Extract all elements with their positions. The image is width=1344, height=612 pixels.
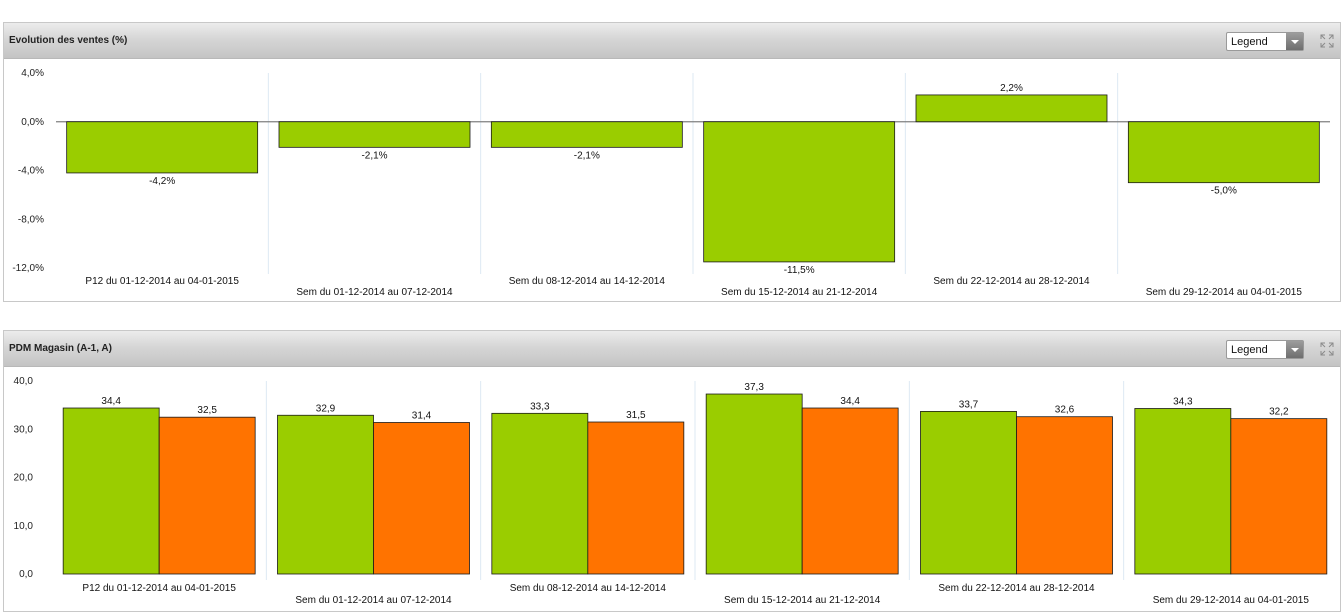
data-label: 34,4 bbox=[840, 396, 860, 407]
data-label: 32,6 bbox=[1055, 405, 1075, 416]
data-label: 32,9 bbox=[316, 403, 336, 414]
data-label: 34,4 bbox=[101, 396, 121, 407]
y-tick-label: 10,0 bbox=[14, 521, 34, 532]
data-label: -2,1% bbox=[361, 150, 387, 161]
x-tick-label: Sem du 01-12-2014 au 07-12-2014 bbox=[296, 287, 453, 298]
bar bbox=[703, 121, 896, 263]
bar bbox=[1016, 416, 1113, 575]
data-label: 33,3 bbox=[530, 401, 550, 412]
expand-icon[interactable] bbox=[1320, 34, 1334, 48]
bar bbox=[490, 121, 683, 148]
data-label: 31,5 bbox=[626, 410, 646, 421]
x-tick-label: Sem du 15-12-2014 au 21-12-2014 bbox=[724, 595, 881, 606]
chevron-down-icon[interactable] bbox=[1286, 341, 1303, 358]
y-tick-label: 40,0 bbox=[14, 376, 34, 387]
bar bbox=[801, 407, 899, 575]
y-tick-label: 0,0% bbox=[21, 117, 44, 128]
bar bbox=[373, 422, 470, 575]
bar bbox=[278, 121, 471, 148]
data-label: 33,7 bbox=[959, 399, 979, 410]
data-label: -2,1% bbox=[574, 150, 600, 161]
data-label: 34,3 bbox=[1173, 397, 1193, 408]
bar bbox=[277, 414, 374, 575]
data-label: -5,0% bbox=[1211, 186, 1237, 197]
bar bbox=[1230, 418, 1328, 575]
chart-panel-sales-evolution: Evolution des ventes (%) Legend 4,0% 0,0%… bbox=[3, 22, 1341, 302]
bar bbox=[62, 407, 160, 575]
legend-dropdown-label: Legend bbox=[1231, 36, 1268, 48]
legend-dropdown[interactable]: Legend bbox=[1226, 340, 1304, 359]
bar bbox=[1127, 121, 1320, 184]
bar bbox=[587, 421, 685, 575]
data-label: 2,2% bbox=[1000, 83, 1023, 94]
bar bbox=[920, 410, 1017, 575]
y-tick-label: -8,0% bbox=[18, 214, 44, 225]
x-tick-label: Sem du 22-12-2014 au 28-12-2014 bbox=[933, 276, 1090, 287]
x-tick-label: Sem du 29-12-2014 au 04-01-2015 bbox=[1146, 287, 1303, 298]
chevron-down-icon[interactable] bbox=[1286, 33, 1303, 50]
expand-icon[interactable] bbox=[1320, 342, 1334, 356]
panel-title: PDM Magasin (A-1, A) bbox=[9, 343, 112, 354]
bar bbox=[915, 94, 1108, 123]
x-tick-label: Sem du 22-12-2014 au 28-12-2014 bbox=[938, 583, 1095, 594]
y-tick-label: 30,0 bbox=[14, 424, 34, 435]
x-tick-label: P12 du 01-12-2014 au 04-01-2015 bbox=[82, 583, 236, 594]
y-tick-label: -12,0% bbox=[12, 263, 44, 274]
y-tick-label: 0,0 bbox=[19, 569, 33, 580]
y-tick-label: -4,0% bbox=[18, 166, 44, 177]
data-label: 31,4 bbox=[412, 410, 432, 421]
legend-dropdown[interactable]: Legend bbox=[1226, 32, 1304, 51]
x-tick-label: Sem du 15-12-2014 au 21-12-2014 bbox=[721, 287, 878, 298]
bar bbox=[66, 121, 259, 174]
chart-panel-pdm-magasin: PDM Magasin (A-1, A) Legend 40,0 30,0 20,0… bbox=[3, 330, 1341, 612]
y-tick-label: 20,0 bbox=[14, 473, 34, 484]
bar bbox=[158, 416, 256, 575]
x-tick-label: Sem du 08-12-2014 au 14-12-2014 bbox=[510, 583, 667, 594]
y-tick-label: 4,0% bbox=[21, 68, 44, 79]
data-label: 32,5 bbox=[197, 405, 217, 416]
panel-title: Evolution des ventes (%) bbox=[9, 35, 128, 46]
data-label: -4,2% bbox=[149, 176, 175, 187]
bar bbox=[1134, 408, 1232, 575]
legend-dropdown-label: Legend bbox=[1231, 344, 1268, 356]
panel-header: Evolution des ventes (%) Legend bbox=[4, 23, 1340, 59]
x-tick-label: Sem du 01-12-2014 au 07-12-2014 bbox=[295, 595, 452, 606]
pdm-magasin-chart: 40,0 30,0 20,0 10,0 0,0 34,4 32,5 P12 du 01-12-… bbox=[14, 376, 1328, 606]
bar bbox=[491, 412, 589, 575]
panel-header: PDM Magasin (A-1, A) Legend bbox=[4, 331, 1340, 367]
x-tick-label: Sem du 29-12-2014 au 04-01-2015 bbox=[1153, 595, 1310, 606]
data-label: -11,5% bbox=[784, 265, 815, 276]
sales-evolution-chart: 4,0% 0,0% -4,0% -8,0% -12,0% -4,2% P12 du 01-1… bbox=[12, 68, 1330, 298]
x-tick-label: Sem du 08-12-2014 au 14-12-2014 bbox=[509, 276, 666, 287]
x-tick-label: P12 du 01-12-2014 au 04-01-2015 bbox=[85, 276, 239, 287]
bar bbox=[705, 393, 803, 575]
data-label: 37,3 bbox=[744, 382, 764, 393]
data-label: 32,2 bbox=[1269, 407, 1289, 418]
